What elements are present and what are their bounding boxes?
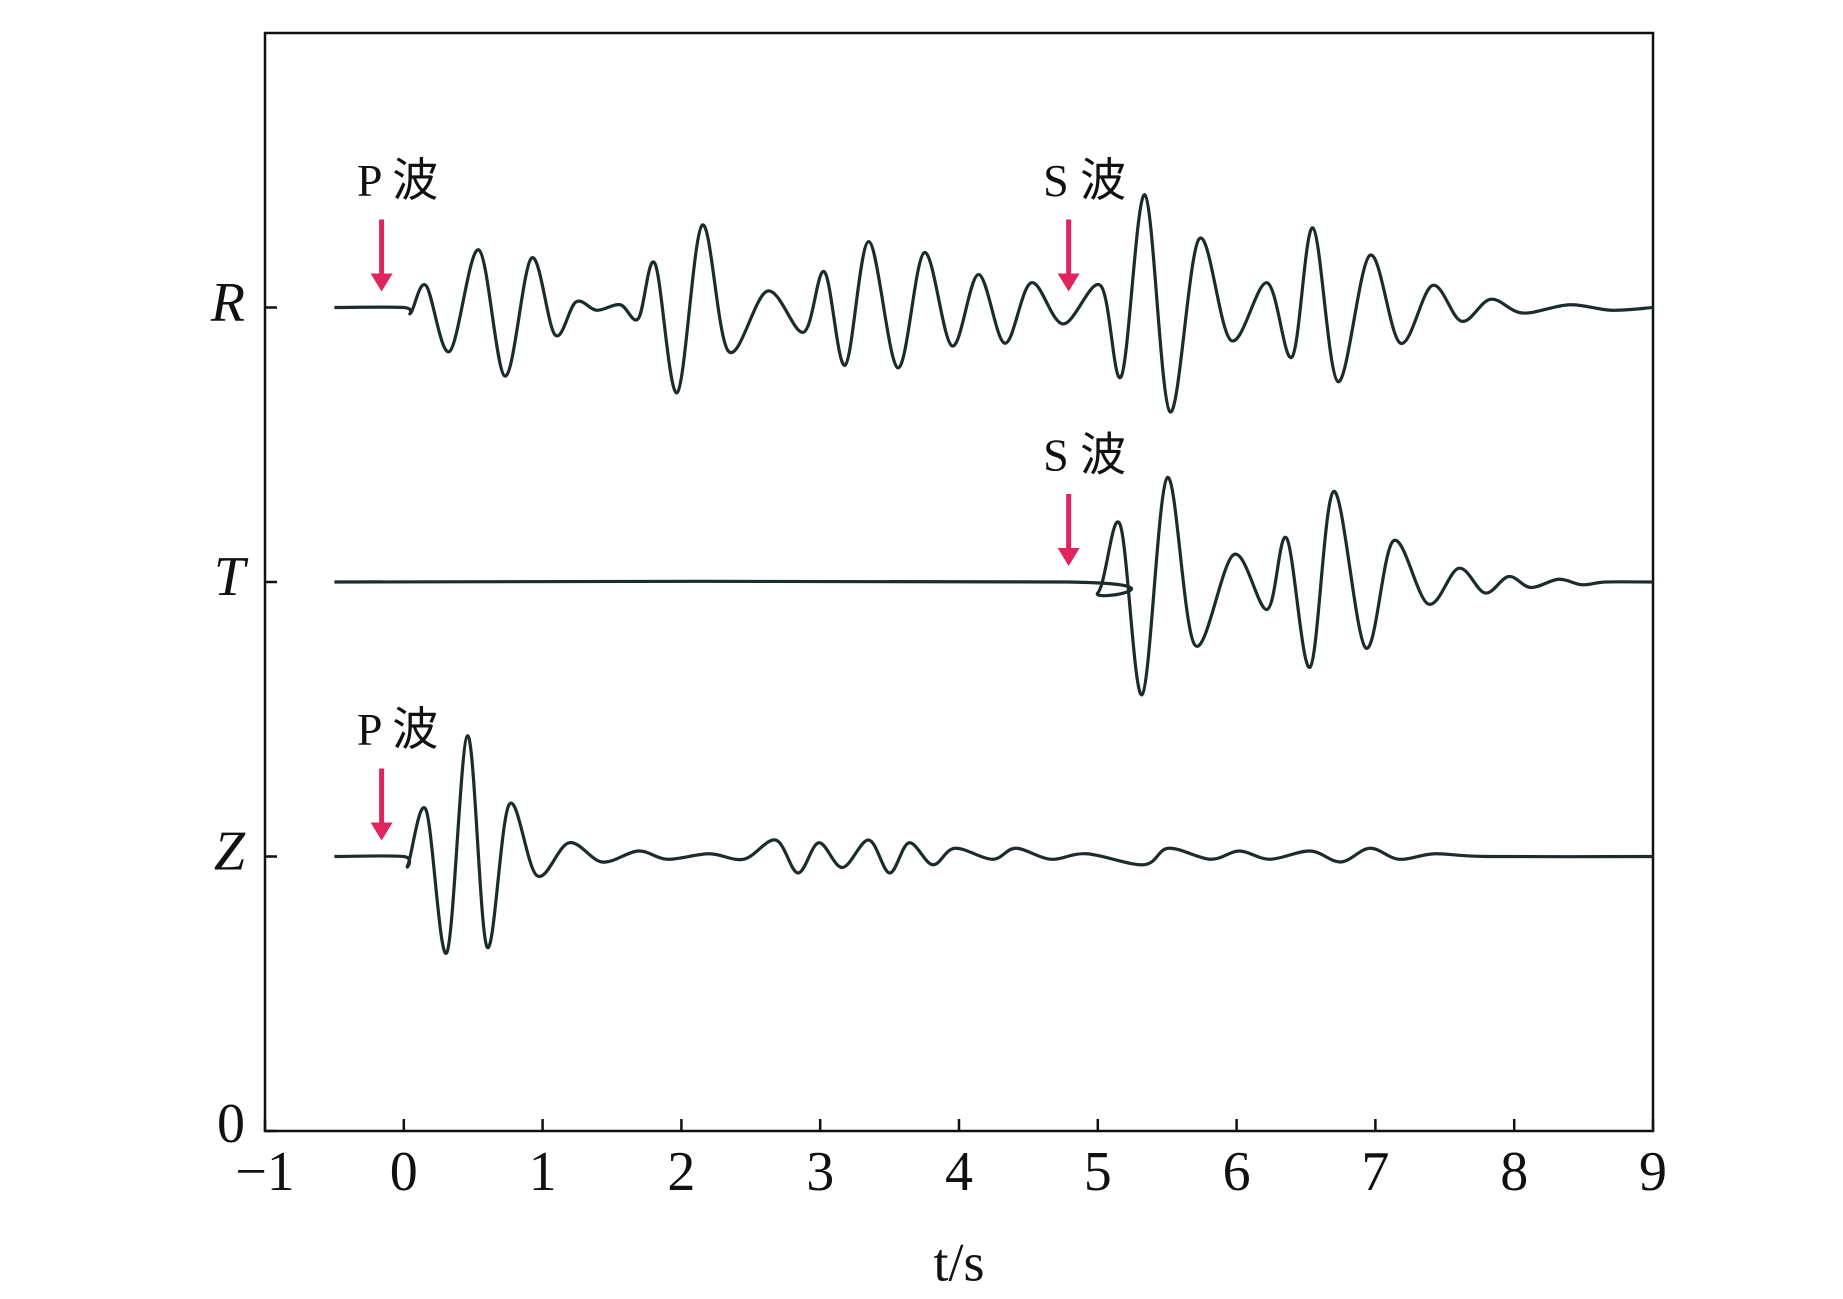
x-tick-label: 2: [667, 1141, 695, 1203]
annotation: P 波: [357, 155, 438, 206]
trace-label: R: [210, 271, 245, 333]
x-tick-label: 9: [1639, 1141, 1667, 1203]
x-tick-label: −1: [235, 1141, 295, 1203]
x-tick-label: 8: [1500, 1141, 1528, 1203]
annotation: S 波: [1043, 155, 1126, 206]
x-tick-label: 0: [390, 1141, 418, 1203]
annotation: S 波: [1043, 430, 1126, 481]
annotation: P 波: [357, 704, 438, 755]
y-tick-label: 0: [217, 1093, 245, 1155]
arrow-head: [1057, 548, 1080, 566]
trace-line: [334, 193, 1654, 414]
arrow-head: [370, 273, 393, 292]
x-tick-label: 6: [1223, 1141, 1251, 1203]
x-tick-label: 4: [945, 1141, 973, 1203]
trace-line: [334, 476, 1654, 697]
x-axis-label: t/s: [933, 1232, 984, 1292]
arrow-head: [1057, 273, 1080, 292]
x-tick-label: 7: [1361, 1141, 1389, 1203]
x-tick-label: 1: [529, 1141, 557, 1203]
trace-label: Z: [214, 820, 246, 882]
x-tick-label: 5: [1084, 1141, 1112, 1203]
trace-line: [334, 734, 1654, 955]
trace-label: T: [214, 546, 249, 608]
x-tick-label: 3: [806, 1141, 834, 1203]
arrow-head: [370, 822, 393, 841]
